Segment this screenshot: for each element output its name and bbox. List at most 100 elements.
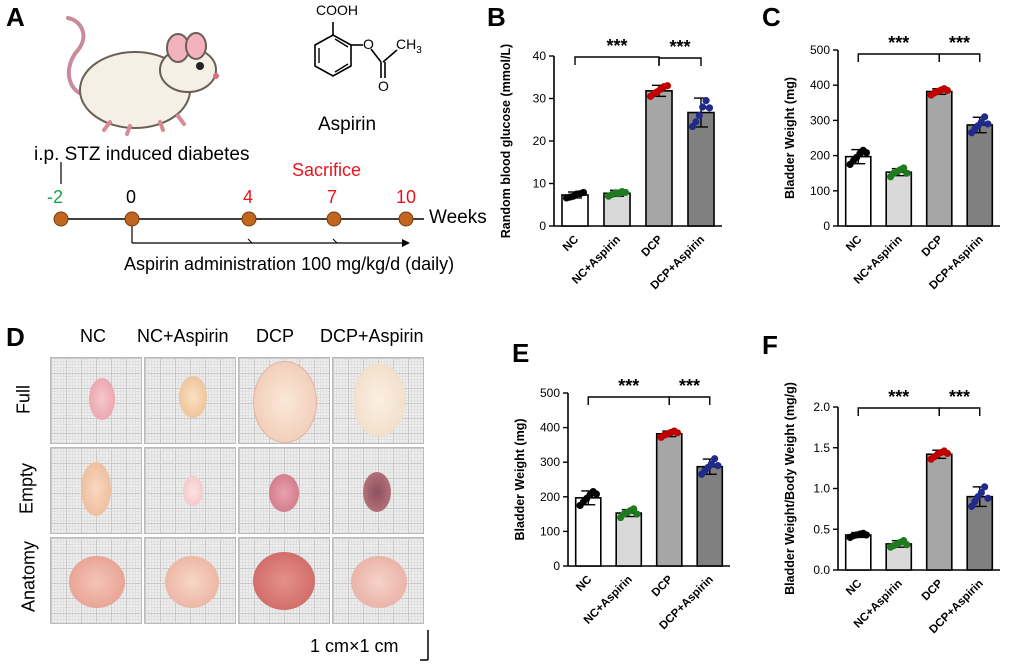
bladder-photo-grid — [50, 357, 424, 627]
panel-f-letter: F — [762, 330, 778, 360]
panel-c-letter: C — [762, 2, 781, 32]
scale-bar — [420, 630, 429, 661]
data-point — [707, 460, 715, 468]
x-tick-label: DCP — [639, 233, 665, 259]
significance-bracket — [938, 53, 981, 62]
y-tick-label: 0.5 — [813, 522, 830, 536]
data-point — [943, 86, 952, 95]
data-point — [692, 118, 700, 126]
photo-cell — [332, 447, 424, 534]
y-tick-label: 20 — [533, 134, 547, 148]
chart-f: 0.0 0.5 1.0 1.5 2.0 Bladder Weight/Body Weigh… — [783, 382, 1000, 636]
ester-oxygen-label: O — [363, 36, 374, 52]
photo-cell — [50, 447, 142, 534]
significance-label: *** — [669, 37, 690, 57]
data-point — [981, 113, 989, 121]
timepoint-label: 4 — [243, 187, 254, 207]
y-tick-label: 30 — [533, 92, 547, 106]
data-point — [633, 510, 641, 518]
data-point — [711, 455, 719, 463]
y-axis-label: Bladder Weight (mg) — [783, 77, 797, 199]
y-axis-label: Bladder Weight (mg) — [513, 419, 527, 541]
data-point — [695, 111, 703, 120]
photo-cell — [238, 447, 330, 534]
panel-e-letter: E — [512, 338, 530, 368]
significance-bracket — [857, 53, 940, 62]
y-tick-label: 200 — [540, 490, 560, 504]
data-point — [702, 97, 710, 105]
y-tick-label: 40 — [533, 49, 547, 63]
data-point — [903, 169, 911, 177]
significance-label: *** — [888, 387, 909, 407]
row-label: Empty — [16, 463, 37, 515]
timeline-dot — [326, 211, 342, 227]
methyl-label: CH3 — [396, 36, 422, 56]
bar — [615, 512, 643, 567]
data-point — [621, 188, 630, 197]
data-point — [977, 118, 985, 126]
y-tick-label: 0 — [823, 219, 830, 233]
y-tick-label: 2.0 — [813, 400, 830, 414]
scale-label: 1 cm×1 cm — [310, 636, 399, 656]
panel-b-letter: B — [487, 2, 506, 32]
timepoint-label: 10 — [396, 187, 417, 207]
cooh-label: COOH — [316, 2, 358, 18]
significance-label: *** — [949, 387, 970, 407]
data-point — [630, 505, 638, 513]
photo-cell — [238, 357, 330, 444]
photo-cell — [332, 537, 424, 624]
data-point — [984, 494, 992, 502]
y-tick-label: 500 — [540, 386, 560, 400]
y-axis-label: Bladder Weight/Body Weight (mg/g) — [783, 382, 797, 595]
bar — [844, 155, 872, 227]
data-point — [862, 531, 871, 539]
photo-cell — [332, 357, 424, 444]
data-point — [943, 449, 952, 458]
x-tick-label: DCP — [920, 577, 946, 603]
y-tick-label: 0 — [539, 219, 546, 233]
weeks-label: Weeks — [429, 207, 487, 228]
y-tick-label: 1.0 — [813, 482, 830, 496]
data-point — [984, 120, 992, 128]
row-label: Anatomy — [18, 540, 39, 613]
significance-bracket — [857, 407, 940, 416]
photo-cell — [50, 357, 142, 444]
bar — [966, 124, 994, 227]
data-point — [592, 490, 601, 498]
y-tick-label: 400 — [540, 421, 560, 435]
data-point — [673, 429, 682, 437]
timepoint-label: 7 — [327, 187, 338, 207]
photo-cell — [238, 537, 330, 624]
data-point — [663, 82, 672, 90]
significance-label: *** — [618, 376, 639, 396]
significance-bracket — [658, 57, 702, 66]
x-tick-label: NC — [561, 234, 581, 254]
aspirin-name: Aspirin — [318, 114, 377, 135]
stz-label: i.p. STZ induced diabetes — [34, 144, 250, 165]
bar — [925, 90, 953, 227]
x-tick-label: NC — [844, 578, 864, 598]
y-tick-label: 100 — [810, 184, 830, 198]
photo-cell — [144, 357, 236, 444]
data-point — [714, 462, 722, 470]
significance-bracket — [668, 396, 711, 405]
bar — [696, 465, 724, 567]
column-label: DCP — [256, 326, 295, 346]
column-label: NC — [80, 326, 106, 346]
panel-a-letter: A — [6, 2, 25, 32]
data-point — [579, 188, 588, 197]
significance-label: *** — [679, 376, 700, 396]
photo-cell — [50, 537, 142, 624]
significance-label: *** — [606, 36, 627, 56]
bar — [687, 111, 715, 227]
y-tick-label: 400 — [810, 78, 830, 92]
significance-bracket — [574, 56, 660, 65]
timeline-dot — [124, 211, 140, 227]
y-tick-label: 300 — [540, 455, 560, 469]
significance-bracket — [587, 396, 670, 405]
data-point — [981, 483, 989, 491]
photo-cell — [144, 537, 236, 624]
mouse-illustration — [66, 16, 219, 136]
